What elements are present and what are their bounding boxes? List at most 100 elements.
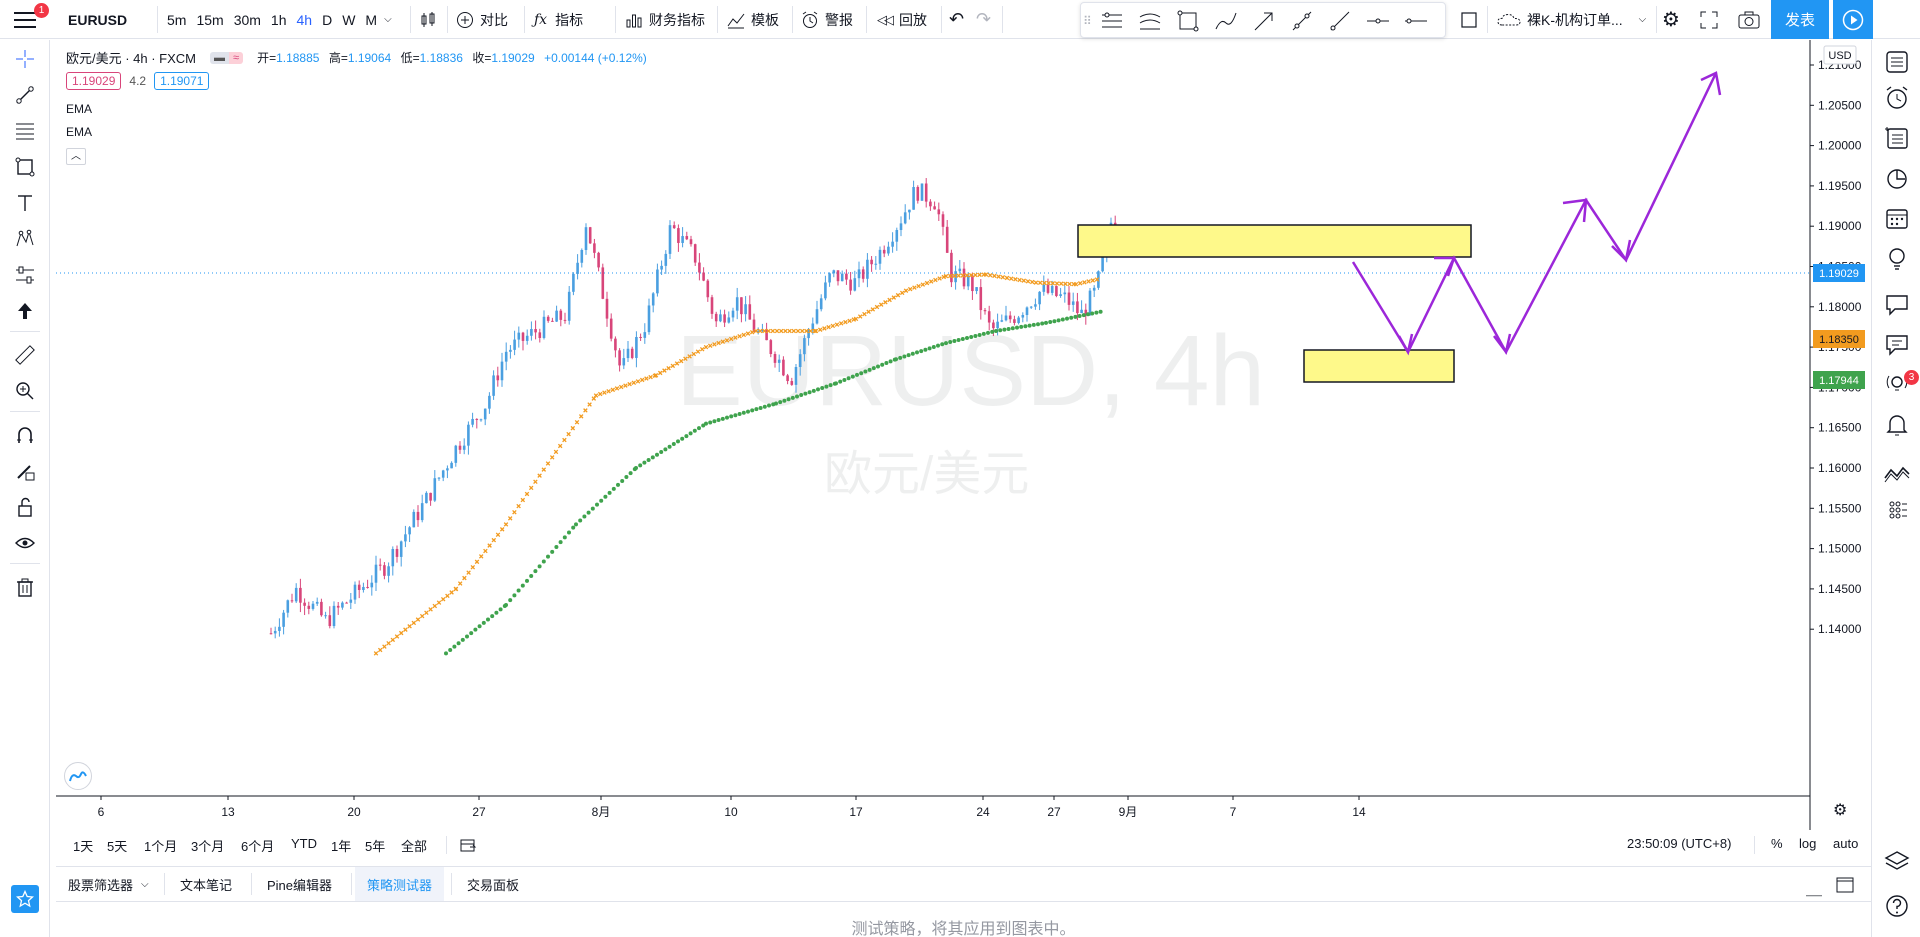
financials-button[interactable]: 财务指标 <box>625 0 705 39</box>
square-icon[interactable] <box>1460 0 1478 39</box>
menu-icon[interactable] <box>14 12 36 28</box>
undo-icon[interactable]: ↶ <box>949 9 965 29</box>
symbol-search[interactable]: EURUSD <box>68 11 128 28</box>
horizontal-lines-icon[interactable] <box>1099 8 1125 34</box>
watchlist-icon[interactable] <box>1883 48 1911 76</box>
ideas-icon[interactable] <box>1883 244 1911 272</box>
chart-type-button[interactable] <box>419 0 437 39</box>
collapse-legend-icon[interactable]: ︿ <box>66 148 86 165</box>
maximize-icon[interactable] <box>1836 877 1854 893</box>
tab-strategy-tester[interactable]: 策略测试器 <box>355 867 445 901</box>
range-ytd[interactable]: YTD <box>291 836 317 851</box>
unlock-icon[interactable] <box>12 494 38 520</box>
lock-pencil-icon[interactable] <box>12 458 38 484</box>
chat-icon[interactable] <box>1883 290 1911 318</box>
help-icon[interactable] <box>1883 892 1911 920</box>
timeframe-d[interactable]: D <box>322 11 333 28</box>
timeframe-5m[interactable]: 5m <box>167 11 187 28</box>
pulse-icon[interactable] <box>1883 460 1911 488</box>
star-icon[interactable] <box>11 885 39 913</box>
ray-icon[interactable] <box>1327 8 1353 34</box>
tab-stock-screener[interactable]: 股票筛选器 ⌵ <box>68 877 149 893</box>
ema-legend-2[interactable]: EMA <box>66 125 93 139</box>
tradingview-logo-icon[interactable] <box>64 762 92 790</box>
tab-trading-panel[interactable]: 交易面板 <box>467 877 520 893</box>
redo-icon[interactable]: ↷ <box>976 9 992 29</box>
chart-canvas[interactable]: EURUSD, 4h 欧元/美元 1.210001.205001.200001.… <box>56 40 1871 830</box>
horizontal-line-icon[interactable] <box>1403 8 1429 34</box>
chart-area[interactable]: EURUSD, 4h 欧元/美元 1.21000 1.20500 1.20000 1.… <box>56 40 1871 866</box>
prediction-tool-icon[interactable] <box>12 262 38 288</box>
horizontal-ray-icon[interactable] <box>1365 8 1391 34</box>
eye-icon[interactable] <box>12 530 38 556</box>
percent-toggle[interactable]: % <box>1771 836 1783 851</box>
timeframe-4h[interactable]: 4h <box>296 11 313 28</box>
ema-fast-point <box>996 274 1001 279</box>
fib-tool-icon[interactable] <box>12 118 38 144</box>
log-toggle[interactable]: log <box>1799 836 1817 851</box>
chevron-down-icon[interactable]: ⌵ <box>384 14 392 25</box>
tab-pine-editor[interactable]: Pine编辑器 <box>267 877 333 893</box>
replay-button[interactable]: ◁◁ 回放 <box>877 11 927 28</box>
pattern-tool-icon[interactable] <box>12 226 38 252</box>
shapes-tool-icon[interactable] <box>12 154 38 180</box>
auto-toggle[interactable]: auto <box>1833 836 1859 851</box>
goto-date-icon[interactable] <box>459 836 477 854</box>
magnet-icon[interactable] <box>12 422 38 448</box>
ask-button[interactable]: 1.19071 <box>154 72 210 90</box>
range-1m[interactable]: 1个月 <box>144 839 178 854</box>
bid-button[interactable]: 1.19029 <box>66 72 122 90</box>
messages-icon[interactable] <box>1883 330 1911 358</box>
range-1d[interactable]: 1天 <box>73 839 94 854</box>
timeframe-1h[interactable]: 1h <box>270 11 287 28</box>
tab-text-notes[interactable]: 文本笔记 <box>180 877 233 893</box>
arrow-up-icon[interactable] <box>12 298 38 324</box>
timeframe-m[interactable]: M <box>365 11 378 28</box>
trend-line-icon[interactable] <box>1289 8 1315 34</box>
legend-title[interactable]: 欧元/美元 · 4h · FXCM <box>66 51 197 66</box>
hotlist-icon[interactable] <box>1883 164 1911 192</box>
compare-button[interactable]: 对比 <box>456 0 508 39</box>
range-1y[interactable]: 1年 <box>331 839 352 854</box>
clock-label[interactable]: 23:50:09 (UTC+8) <box>1627 836 1732 851</box>
fullscreen-icon[interactable] <box>1700 0 1718 39</box>
layers-icon[interactable] <box>1883 848 1911 876</box>
range-5y[interactable]: 5年 <box>365 839 386 854</box>
range-6m[interactable]: 6个月 <box>241 839 275 854</box>
range-all[interactable]: 全部 <box>401 839 428 854</box>
ruler-icon[interactable] <box>12 342 38 368</box>
ema-legend-1[interactable]: EMA <box>66 102 93 116</box>
order-panel-icon[interactable] <box>1883 496 1911 524</box>
data-window-icon[interactable] <box>1883 124 1911 152</box>
timeframe-30m[interactable]: 30m <box>233 11 261 28</box>
templates-button[interactable]: 模板 <box>727 0 779 39</box>
gear-icon[interactable]: ⚙ <box>1662 9 1680 31</box>
rectangle-icon[interactable] <box>1175 8 1201 34</box>
calendar-icon[interactable] <box>1883 204 1911 232</box>
alert-button[interactable]: 警报 <box>801 0 853 39</box>
trend-line-tool-icon[interactable] <box>12 82 38 108</box>
ema-slow-point <box>1069 315 1074 320</box>
play-icon[interactable] <box>1833 0 1873 39</box>
indicators-button[interactable]: ƒx 指标 <box>534 11 584 28</box>
ema-slow-point <box>578 518 583 523</box>
legend-toggle[interactable]: ▬ ≈ <box>210 51 244 64</box>
text-tool-icon[interactable] <box>12 190 38 216</box>
range-3m[interactable]: 3个月 <box>191 839 225 854</box>
drag-handle-icon[interactable]: ⠿ <box>1083 14 1092 28</box>
timeframe-15m[interactable]: 15m <box>196 11 224 28</box>
crosshair-icon[interactable] <box>12 46 38 72</box>
camera-icon[interactable] <box>1738 0 1760 39</box>
brush-icon[interactable] <box>1213 8 1239 34</box>
minimize-icon[interactable]: ＿ <box>1806 881 1823 898</box>
trash-icon[interactable] <box>12 574 38 600</box>
alarm-clock-icon[interactable] <box>1883 84 1911 112</box>
layout-menu[interactable]: 裸K-机构订单... ⌵ <box>1497 0 1646 39</box>
channel-icon[interactable] <box>1137 8 1163 34</box>
zoom-in-icon[interactable] <box>12 378 38 404</box>
arrow-icon[interactable] <box>1251 8 1277 34</box>
bell-icon[interactable] <box>1883 410 1911 438</box>
range-5d[interactable]: 5天 <box>107 839 128 854</box>
timeframe-w[interactable]: W <box>342 11 356 28</box>
publish-button[interactable]: 发表 <box>1771 0 1829 39</box>
